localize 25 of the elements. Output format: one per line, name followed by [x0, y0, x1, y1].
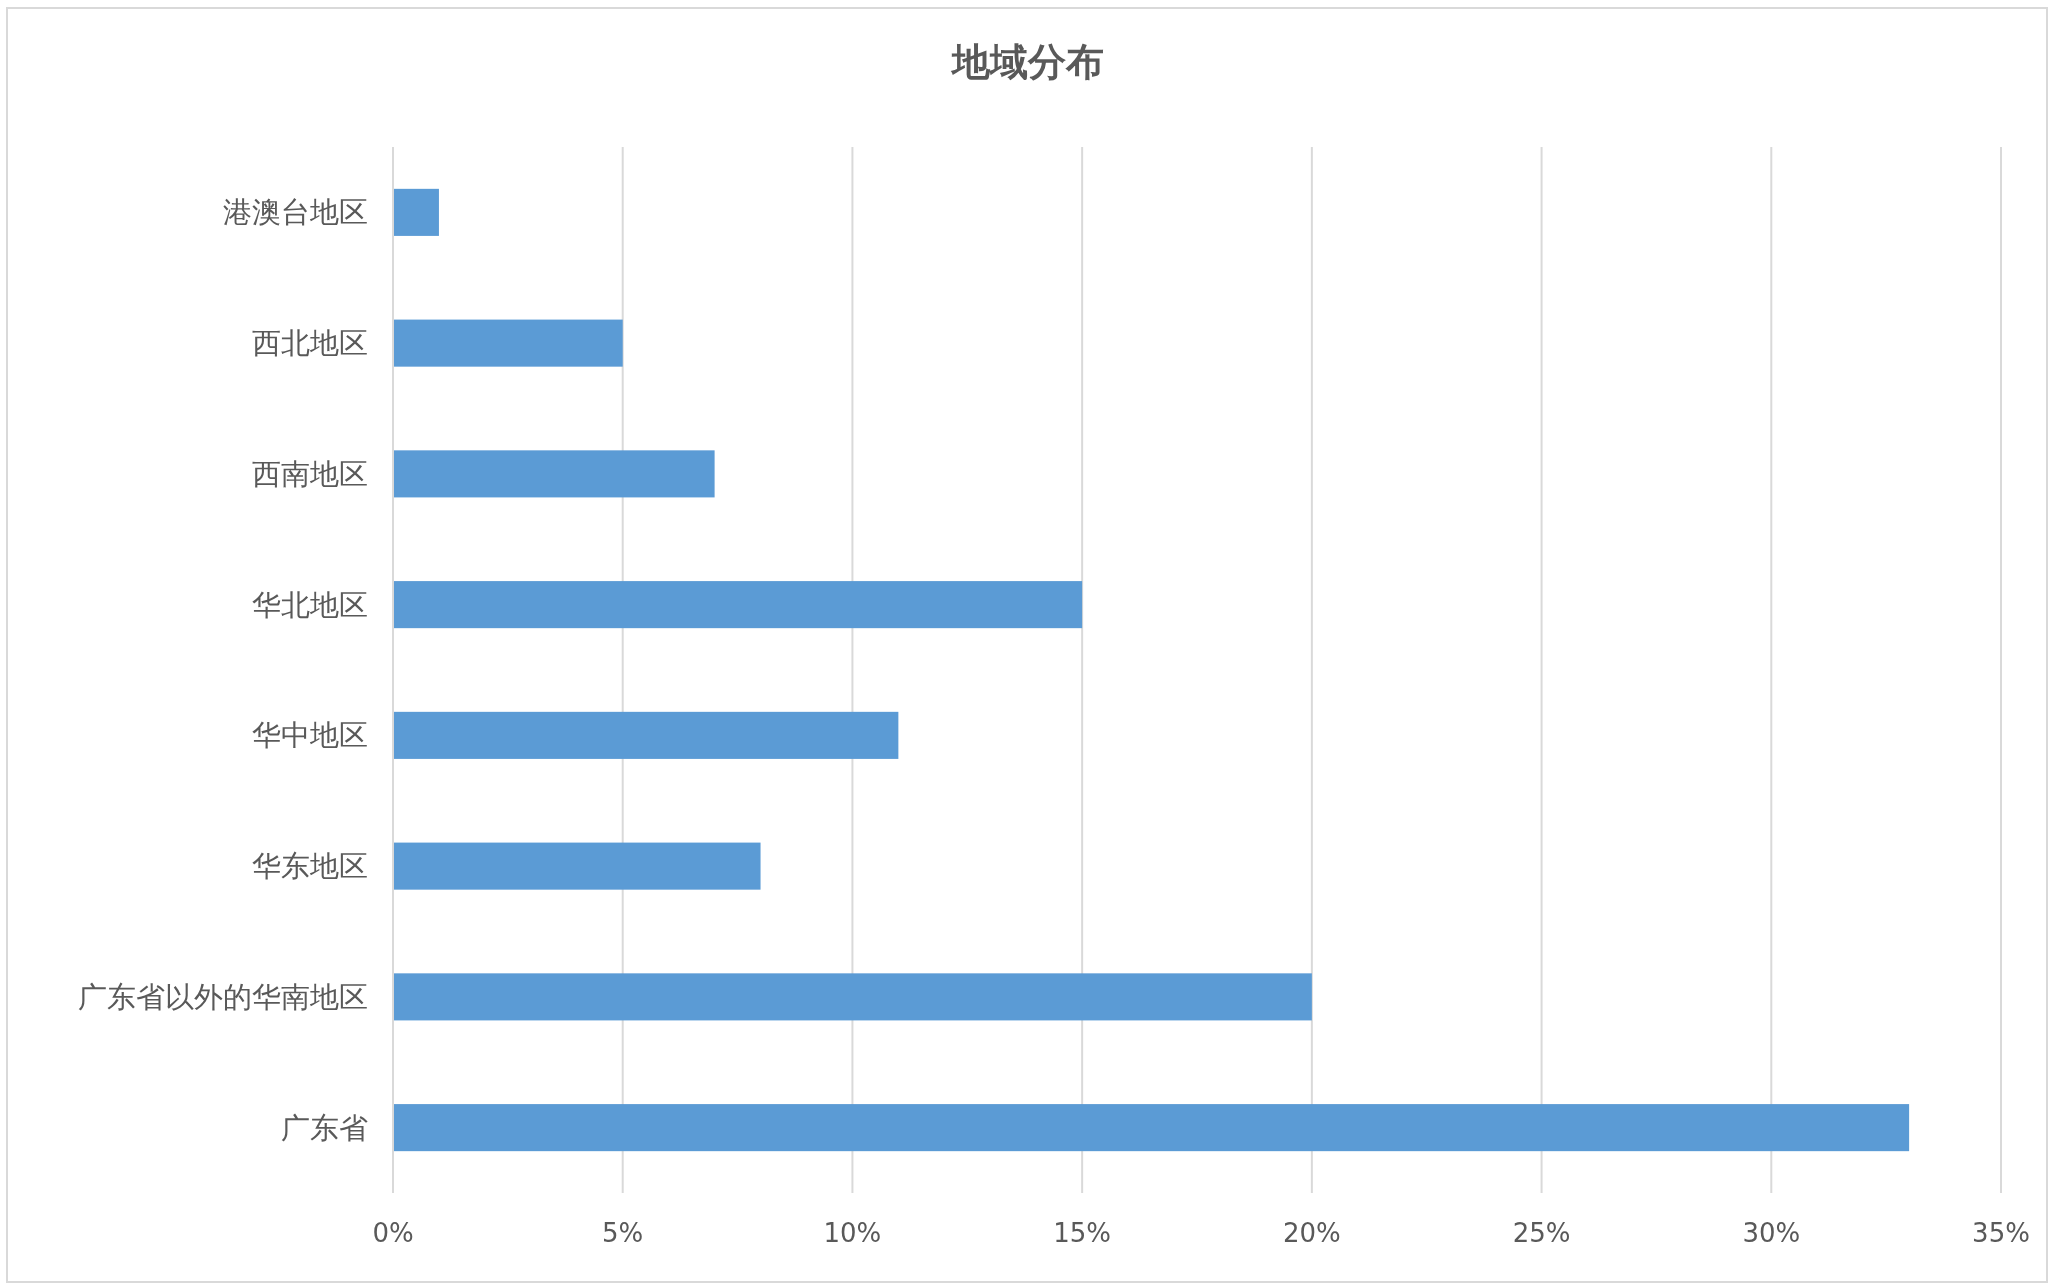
x-tick-label: 35% — [1972, 1218, 2030, 1248]
x-tick-label: 5% — [602, 1218, 644, 1248]
bar — [393, 973, 1312, 1021]
bar — [393, 319, 623, 367]
bar — [393, 581, 1083, 629]
y-tick-label: 广东省 — [281, 1110, 368, 1145]
x-tick-label: 30% — [1742, 1218, 1801, 1248]
y-tick-label: 西北地区 — [252, 326, 368, 361]
x-tick-label: 15% — [1053, 1218, 1112, 1248]
y-tick-label: 华中地区 — [252, 718, 368, 753]
chart-title: 地域分布 — [949, 40, 1104, 84]
x-tick-label: 0% — [372, 1218, 414, 1248]
bar — [393, 842, 761, 890]
bar — [393, 1104, 1910, 1152]
x-tick-label: 10% — [823, 1218, 882, 1248]
bar — [393, 188, 439, 236]
bar — [393, 450, 715, 498]
x-tick-label: 25% — [1512, 1218, 1571, 1248]
bar — [393, 711, 899, 759]
y-tick-label: 华北地区 — [252, 587, 368, 622]
y-tick-label: 广东省以外的华南地区 — [78, 979, 368, 1014]
y-tick-label: 华东地区 — [252, 849, 368, 884]
y-tick-label: 港澳台地区 — [223, 195, 368, 230]
y-tick-label: 西南地区 — [252, 456, 368, 491]
x-tick-label: 20% — [1282, 1218, 1341, 1248]
